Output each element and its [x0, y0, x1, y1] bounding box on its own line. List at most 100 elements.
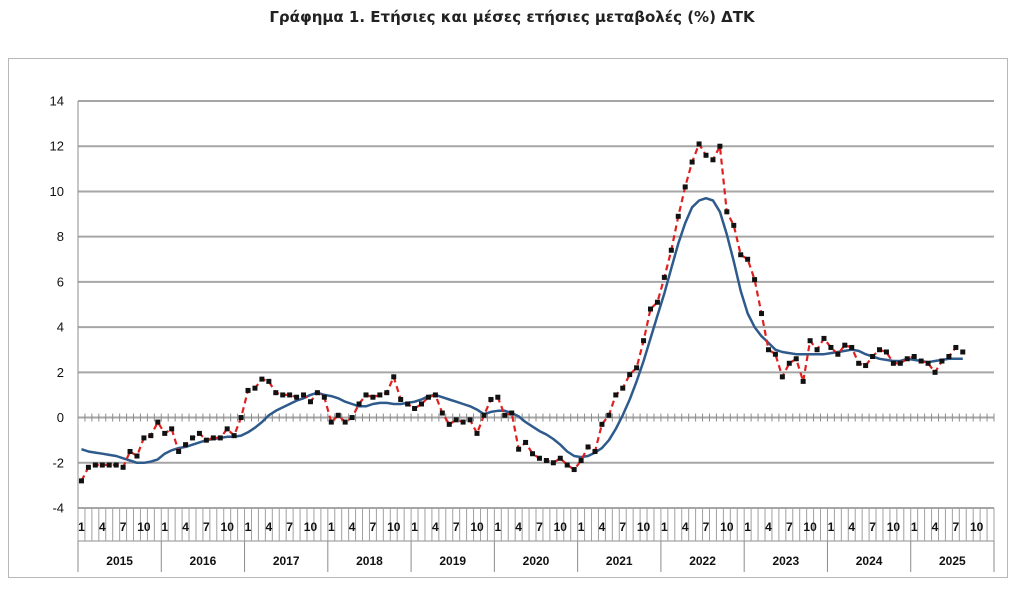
data-point	[294, 394, 300, 400]
month-tick-label: 7	[952, 520, 959, 534]
month-tick-label: 4	[515, 520, 522, 534]
data-point	[238, 415, 244, 421]
data-point	[738, 252, 744, 258]
data-point	[668, 247, 674, 253]
data-point	[509, 410, 515, 416]
month-tick-label: 10	[387, 520, 401, 534]
data-point	[398, 396, 404, 402]
month-tick-label: 7	[370, 520, 377, 534]
data-point	[405, 401, 411, 407]
data-point	[384, 390, 390, 396]
data-point	[183, 442, 189, 448]
data-point	[634, 365, 640, 371]
data-point	[779, 374, 785, 380]
data-point	[765, 347, 771, 353]
month-tick-label: 7	[453, 520, 460, 534]
month-tick-label: 7	[786, 520, 793, 534]
data-point	[648, 306, 653, 312]
year-label: 2019	[439, 554, 466, 568]
data-point	[786, 360, 792, 366]
data-point	[203, 437, 209, 443]
data-point	[245, 387, 251, 393]
data-point	[516, 446, 522, 452]
month-tick-label: 1	[911, 520, 918, 534]
month-tick-label: 4	[349, 520, 356, 534]
month-tick-label: 7	[120, 520, 127, 534]
data-point	[870, 354, 876, 360]
month-tick-label: 1	[411, 520, 418, 534]
data-point	[925, 360, 931, 366]
month-tick-label: 4	[182, 520, 189, 534]
data-point	[231, 433, 237, 439]
y-tick-label: 12	[50, 139, 64, 154]
data-point	[210, 435, 216, 441]
month-tick-label: 10	[221, 520, 235, 534]
chart-title: Γράφημα 1. Ετήσιες και μέσες ετήσιες μετ…	[269, 8, 755, 26]
data-point	[446, 421, 452, 427]
data-point	[176, 448, 182, 454]
data-point	[169, 426, 175, 432]
y-tick-label: 8	[57, 229, 64, 244]
data-point	[772, 351, 778, 357]
data-point	[78, 478, 84, 484]
year-label: 2016	[190, 554, 217, 568]
data-point	[946, 354, 952, 360]
data-point	[911, 354, 917, 360]
data-point	[113, 462, 119, 468]
data-point	[620, 385, 626, 391]
data-point	[266, 378, 272, 384]
data-point	[412, 406, 418, 412]
data-point	[391, 374, 397, 380]
data-point	[675, 213, 681, 219]
data-point	[883, 349, 889, 355]
data-point	[523, 439, 529, 445]
data-point	[960, 349, 966, 355]
data-point	[190, 435, 195, 441]
data-point	[904, 356, 910, 362]
data-point	[821, 335, 827, 341]
data-point	[571, 467, 577, 473]
data-point	[585, 444, 591, 450]
data-point	[536, 455, 542, 461]
data-point	[356, 401, 362, 407]
data-point	[599, 421, 605, 427]
data-point	[419, 401, 424, 407]
data-point	[363, 392, 369, 398]
data-point	[710, 157, 716, 163]
data-point	[287, 392, 293, 398]
month-tick-label: 7	[869, 520, 876, 534]
data-point	[682, 184, 688, 190]
data-point	[99, 462, 105, 468]
data-point	[301, 392, 307, 398]
data-point	[828, 344, 834, 350]
data-point	[641, 338, 647, 344]
data-point	[106, 462, 112, 468]
data-point	[85, 464, 91, 470]
month-tick-label: 4	[682, 520, 689, 534]
data-point	[752, 277, 758, 283]
year-label: 2024	[856, 554, 883, 568]
data-point	[703, 152, 709, 158]
month-tick-label: 10	[304, 520, 318, 534]
data-point	[877, 347, 882, 353]
data-point	[467, 417, 473, 423]
data-point	[849, 344, 855, 350]
month-tick-label: 4	[599, 520, 606, 534]
year-label: 2025	[939, 554, 966, 568]
data-point	[613, 392, 619, 398]
data-point	[474, 430, 480, 436]
month-tick-label: 10	[554, 520, 568, 534]
data-point	[155, 419, 161, 425]
data-point	[460, 419, 466, 425]
month-tick-label: 7	[619, 520, 626, 534]
month-tick-label: 10	[887, 520, 901, 534]
data-point	[627, 372, 633, 378]
data-point	[592, 448, 598, 454]
year-label: 2021	[606, 554, 633, 568]
data-point	[439, 410, 445, 416]
month-tick-label: 1	[661, 520, 668, 534]
data-point	[481, 412, 487, 418]
data-point	[370, 394, 376, 400]
month-tick-label: 1	[494, 520, 501, 534]
plot-frame	[8, 58, 1008, 578]
